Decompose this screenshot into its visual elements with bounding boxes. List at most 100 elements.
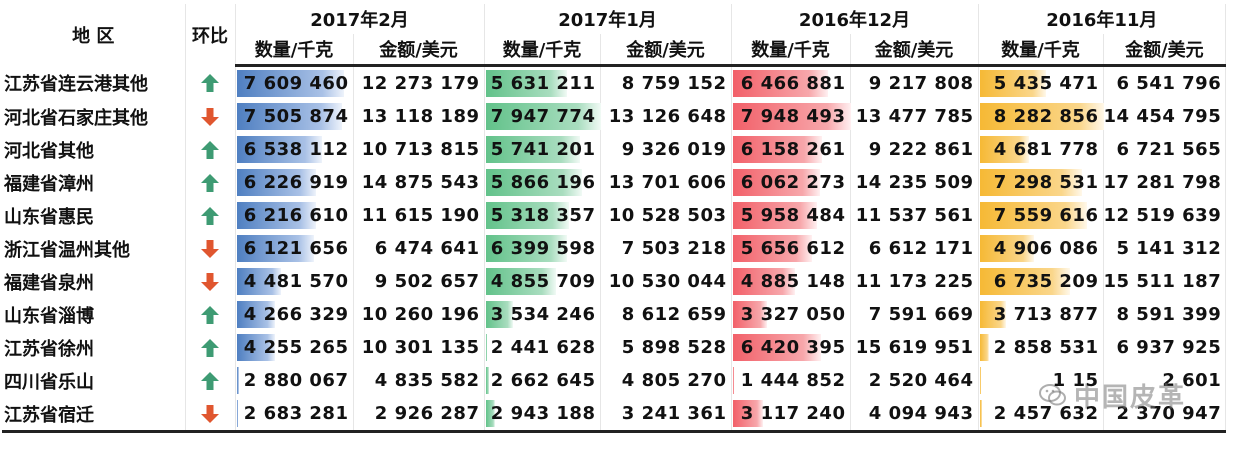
data-bar	[485, 169, 583, 196]
data-bar	[732, 301, 767, 328]
qty-value: 6 399 598	[490, 238, 596, 259]
data-bar	[732, 400, 764, 427]
qty-cell: 6 062 273	[731, 166, 851, 199]
table-row: 河北省石家庄其他 7 505 874 13 118 189 7 947 774 13 1…	[2, 100, 1227, 133]
data-bar	[236, 136, 322, 163]
qty-value: 6 062 273	[740, 172, 846, 193]
region-cell: 河北省其他	[2, 133, 186, 166]
qty-cell: 4 906 086	[978, 232, 1104, 265]
arrow-down-icon	[185, 265, 236, 298]
data-bar	[979, 367, 982, 394]
data-bar	[236, 202, 317, 229]
qty-cell: 6 399 598	[484, 232, 601, 265]
qty-cell: 2 683 281	[235, 397, 354, 433]
qty-cell: 6 466 881	[731, 65, 851, 100]
qty-value: 6 121 656	[243, 238, 349, 259]
qty-value: 4 481 570	[243, 271, 349, 292]
amt-cell: 4 835 582	[353, 364, 485, 397]
region-header: 地 区	[2, 4, 186, 66]
qty-value: 6 466 881	[740, 73, 846, 94]
amt-cell: 5 141 312	[1103, 232, 1227, 265]
qty-value: 2 858 531	[993, 337, 1099, 358]
data-bar	[236, 235, 314, 262]
qty-cell: 3 327 050	[731, 298, 851, 331]
qty-cell: 5 958 484	[731, 199, 851, 232]
data-bar	[979, 400, 982, 427]
qty-cell: 6 158 261	[731, 133, 851, 166]
data-bar	[979, 70, 1047, 97]
qty-value: 6 226 919	[243, 172, 349, 193]
qty-value: 4 266 329	[243, 304, 349, 325]
qty-cell: 1 444 852	[731, 364, 851, 397]
amt-cell: 6 612 171	[850, 232, 979, 265]
data-bar	[979, 301, 1006, 328]
qty-value: 7 559 616	[993, 205, 1099, 226]
qty-value: 2 662 645	[490, 370, 596, 391]
amt-cell: 6 721 565	[1103, 133, 1227, 166]
amt-cell: 2 601	[1103, 364, 1227, 397]
data-bar	[236, 301, 276, 328]
amt-cell: 15 511 187	[1103, 265, 1227, 298]
amt-cell: 9 217 808	[850, 65, 979, 100]
qty-value: 5 435 471	[993, 73, 1099, 94]
qty-value: 6 538 112	[243, 139, 349, 160]
amt-cell: 11 537 561	[850, 199, 979, 232]
arrow-down-icon	[185, 397, 236, 433]
data-bar	[236, 367, 239, 394]
qty-value: 5 656 612	[740, 238, 846, 259]
qty-cell: 5 866 196	[484, 166, 601, 199]
qty-value: 4 681 778	[993, 139, 1099, 160]
amt-header: 金额/美元	[1103, 34, 1227, 67]
amt-cell: 10 530 044	[600, 265, 732, 298]
qty-value: 5 741 201	[490, 139, 596, 160]
qty-value: 6 216 610	[243, 205, 349, 226]
table-row: 山东省惠民 6 216 610 11 615 190 5 318 357 10 528 …	[2, 199, 1227, 232]
data-bar	[485, 70, 568, 97]
qty-cell: 5 741 201	[484, 133, 601, 166]
amt-cell: 17 281 798	[1103, 166, 1227, 199]
qty-value: 3 117 240	[740, 403, 846, 424]
data-bar	[979, 169, 1083, 196]
amt-cell: 10 260 196	[353, 298, 485, 331]
change-header: 环比	[185, 4, 236, 66]
qty-header: 数量/千克	[978, 34, 1104, 67]
amt-cell: 7 503 218	[600, 232, 732, 265]
amt-cell: 2 370 947	[1103, 397, 1227, 433]
qty-cell: 4 681 778	[978, 133, 1104, 166]
qty-cell: 3 534 246	[484, 298, 601, 331]
qty-cell: 4 855 709	[484, 265, 601, 298]
qty-value: 7 298 531	[993, 172, 1099, 193]
arrow-down-icon	[185, 100, 236, 133]
amt-cell: 10 528 503	[600, 199, 732, 232]
table-row: 江苏省宿迁 2 683 281 2 926 287 2 943 188 3 241 36…	[2, 397, 1227, 433]
data-table: 地 区 环比 2017年2月 2017年1月 2016年12月 2016年11月…	[2, 4, 1227, 433]
qty-cell: 7 609 460	[235, 65, 354, 100]
watermark-text: 中国皮革	[1074, 382, 1187, 413]
qty-value: 6 420 395	[740, 337, 846, 358]
data-bar	[979, 334, 990, 361]
period-header: 2016年11月	[978, 4, 1227, 34]
qty-cell: 6 226 919	[235, 166, 354, 199]
data-bar	[236, 70, 345, 97]
region-cell: 四川省乐山	[2, 364, 186, 397]
qty-cell: 3 117 240	[731, 397, 851, 433]
data-bar	[236, 400, 239, 427]
amt-cell: 6 474 641	[353, 232, 485, 265]
data-bar	[485, 301, 514, 328]
table-row: 河北省其他 6 538 112 10 713 815 5 741 201 9 326 0…	[2, 133, 1227, 166]
arrow-up-icon	[185, 199, 236, 232]
qty-header: 数量/千克	[235, 34, 354, 67]
data-bar	[485, 202, 570, 229]
qty-value: 7 505 874	[243, 106, 349, 127]
qty-value: 2 880 067	[243, 370, 349, 391]
data-bar	[732, 334, 821, 361]
qty-cell: 7 559 616	[978, 199, 1104, 232]
table-row: 四川省乐山 2 880 067 4 835 582 2 662 645 4 805 27…	[2, 364, 1227, 397]
qty-cell: 6 216 610	[235, 199, 354, 232]
qty-value: 4 885 148	[740, 271, 846, 292]
region-cell: 浙江省温州其他	[2, 232, 186, 265]
amt-cell: 8 612 659	[600, 298, 732, 331]
amt-cell: 4 094 943	[850, 397, 979, 433]
data-bar	[485, 268, 556, 295]
table-body: 江苏省连云港其他 7 609 460 12 273 179 5 631 211 8 75…	[2, 65, 1227, 433]
